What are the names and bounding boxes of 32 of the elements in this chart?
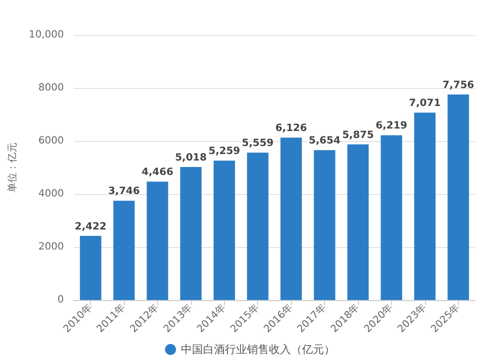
data-label: 5,654 — [308, 136, 340, 147]
bar — [448, 94, 469, 300]
bar — [280, 138, 302, 300]
y-tick-label: 6000 — [38, 136, 64, 146]
data-label: 3,746 — [108, 186, 140, 198]
data-label: 5,559 — [242, 138, 274, 150]
bar — [113, 200, 135, 300]
bar — [247, 152, 268, 300]
data-label: 7,071 — [409, 98, 441, 110]
bar — [347, 144, 369, 300]
data-label: 5,259 — [208, 146, 240, 158]
y-tick-label: 8000 — [38, 82, 64, 94]
bar — [180, 167, 202, 300]
bar — [380, 135, 402, 300]
bar — [414, 112, 436, 300]
data-label: 5,875 — [342, 130, 374, 141]
data-label: 6,219 — [376, 120, 408, 132]
y-axis-title: 单位：亿元 — [6, 142, 18, 192]
data-label: 4,466 — [142, 167, 174, 178]
bar — [314, 150, 336, 300]
data-label: 2,422 — [74, 221, 106, 232]
y-tick-label: 4000 — [38, 188, 64, 200]
y-tick-label: 0 — [58, 294, 64, 306]
data-label: 7,756 — [442, 80, 474, 91]
bar — [146, 182, 168, 300]
bar — [80, 236, 102, 300]
y-tick-label: 2000 — [38, 242, 64, 252]
bar — [214, 160, 236, 300]
data-label: 5,018 — [175, 152, 207, 164]
y-tick-label: 10,000 — [28, 30, 64, 40]
legend-label: 中国白酒行业销售收入（亿元） — [181, 343, 335, 356]
data-label: 6,126 — [275, 123, 308, 134]
